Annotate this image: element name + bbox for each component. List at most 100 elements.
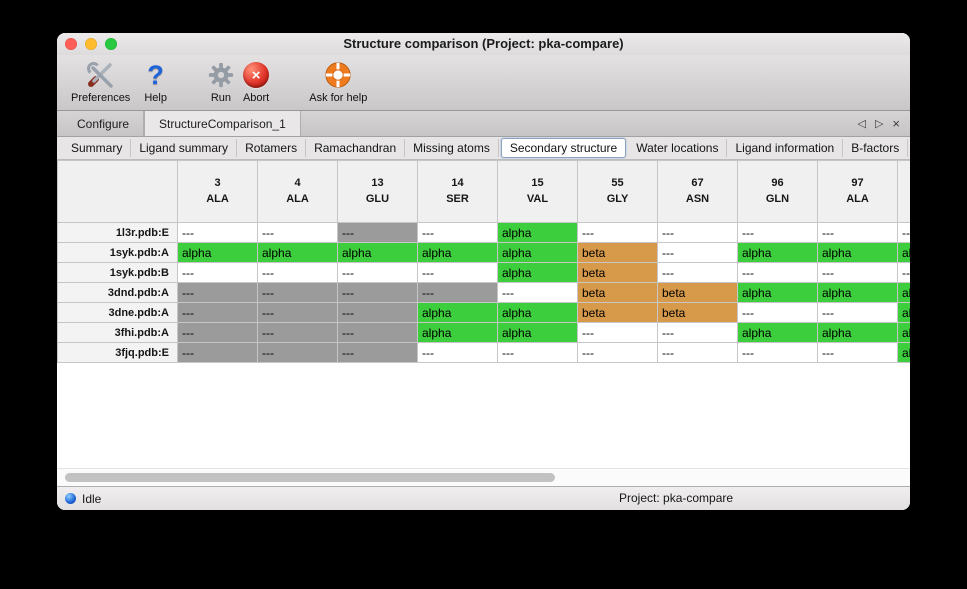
toolbar-run-button[interactable]: Run: [207, 60, 235, 104]
cell[interactable]: ---: [177, 342, 258, 363]
row-header[interactable]: 3dne.pdb:A: [57, 302, 178, 323]
cell[interactable]: ---: [417, 262, 498, 283]
cell[interactable]: ---: [657, 242, 738, 263]
cell[interactable]: ---: [657, 222, 738, 243]
view-tab-missing-atoms[interactable]: Missing atoms: [405, 139, 499, 157]
cell[interactable]: alpha: [897, 282, 910, 303]
cell[interactable]: ---: [737, 262, 818, 283]
view-tab-rotamers[interactable]: Rotamers: [237, 139, 307, 157]
cell[interactable]: alpha: [177, 242, 258, 263]
minimize-button[interactable]: [85, 38, 97, 50]
column-header[interactable]: 15 VAL: [497, 160, 578, 223]
toolbar-ask-for-help-button[interactable]: Ask for help: [309, 60, 367, 104]
column-header[interactable]: 55 GLY: [577, 160, 658, 223]
cell[interactable]: alpha: [497, 302, 578, 323]
cell[interactable]: ---: [497, 282, 578, 303]
cell[interactable]: ---: [737, 342, 818, 363]
view-tab-summary[interactable]: Summary: [63, 139, 132, 157]
view-tab-ramachandran[interactable]: Ramachandran: [306, 139, 406, 157]
doc-tab-close-button[interactable]: ×: [892, 116, 900, 131]
cell[interactable]: ---: [897, 262, 910, 283]
cell[interactable]: ---: [657, 262, 738, 283]
row-header[interactable]: 3fhi.pdb:A: [57, 322, 178, 343]
cell[interactable]: alpha: [417, 322, 498, 343]
view-tab-water-locations[interactable]: Water locations: [628, 139, 728, 157]
column-header[interactable]: 14 SER: [417, 160, 498, 223]
cell[interactable]: ---: [817, 342, 898, 363]
cell[interactable]: ---: [417, 282, 498, 303]
cell[interactable]: ---: [817, 262, 898, 283]
view-tab-ligand-summary[interactable]: Ligand summary: [131, 139, 238, 157]
cell[interactable]: alpha: [817, 242, 898, 263]
cell[interactable]: ---: [337, 342, 418, 363]
column-header[interactable]: 4 ALA: [257, 160, 338, 223]
cell[interactable]: beta: [577, 242, 658, 263]
cell[interactable]: beta: [657, 302, 738, 323]
row-header[interactable]: 1syk.pdb:B: [57, 262, 178, 283]
column-header[interactable]: 13 GLU: [337, 160, 418, 223]
horizontal-scrollbar[interactable]: [57, 468, 910, 486]
doc-tab-prev-button[interactable]: ◁: [857, 118, 866, 130]
view-tab-b-factors[interactable]: B-factors: [843, 139, 909, 157]
cell[interactable]: alpha: [737, 242, 818, 263]
cell[interactable]: ---: [337, 262, 418, 283]
cell[interactable]: alpha: [497, 262, 578, 283]
cell[interactable]: ---: [497, 342, 578, 363]
column-header[interactable]: 97 ALA: [817, 160, 898, 223]
cell[interactable]: beta: [577, 262, 658, 283]
cell[interactable]: ---: [257, 222, 338, 243]
view-tab-secondary-structure[interactable]: Secondary structure: [500, 138, 627, 158]
cell[interactable]: alpha: [417, 302, 498, 323]
cell[interactable]: alpha: [497, 242, 578, 263]
doc-tab-configure[interactable]: Configure: [63, 111, 145, 136]
cell[interactable]: alpha: [257, 242, 338, 263]
cell[interactable]: ---: [737, 302, 818, 323]
cell[interactable]: alpha: [737, 322, 818, 343]
cell[interactable]: alpha: [897, 302, 910, 323]
cell[interactable]: beta: [577, 302, 658, 323]
cell[interactable]: alpha: [737, 282, 818, 303]
cell[interactable]: ---: [177, 282, 258, 303]
cell[interactable]: alpha: [497, 222, 578, 243]
cell[interactable]: ---: [337, 222, 418, 243]
row-header[interactable]: 3dnd.pdb:A: [57, 282, 178, 303]
column-header[interactable]: 67 ASN: [657, 160, 738, 223]
cell[interactable]: ---: [417, 342, 498, 363]
cell[interactable]: alpha: [417, 242, 498, 263]
zoom-button[interactable]: [105, 38, 117, 50]
cell[interactable]: alpha: [337, 242, 418, 263]
view-tab-ligand-information[interactable]: Ligand information: [727, 139, 844, 157]
cell[interactable]: alpha: [817, 282, 898, 303]
scrollbar-thumb[interactable]: [65, 473, 555, 482]
cell[interactable]: ---: [177, 262, 258, 283]
cell[interactable]: alpha: [817, 322, 898, 343]
cell[interactable]: ---: [577, 222, 658, 243]
cell[interactable]: ---: [577, 342, 658, 363]
toolbar-help-button[interactable]: ? Help: [144, 60, 167, 104]
toolbar-abort-button[interactable]: × Abort: [243, 60, 269, 104]
cell[interactable]: ---: [577, 322, 658, 343]
cell[interactable]: beta: [657, 282, 738, 303]
cell[interactable]: alpha: [497, 322, 578, 343]
cell[interactable]: alpha: [897, 342, 910, 363]
cell[interactable]: ---: [257, 342, 338, 363]
cell[interactable]: ---: [257, 322, 338, 343]
cell[interactable]: alpha: [897, 322, 910, 343]
cell[interactable]: ---: [177, 302, 258, 323]
cell[interactable]: ---: [337, 302, 418, 323]
row-header[interactable]: 1l3r.pdb:E: [57, 222, 178, 243]
cell[interactable]: ---: [177, 222, 258, 243]
column-header[interactable]: [897, 160, 910, 223]
cell[interactable]: ---: [657, 322, 738, 343]
cell[interactable]: alpha: [897, 242, 910, 263]
toolbar-preferences-button[interactable]: Preferences: [71, 60, 130, 104]
cell[interactable]: ---: [417, 222, 498, 243]
cell[interactable]: ---: [337, 282, 418, 303]
cell[interactable]: ---: [177, 322, 258, 343]
cell[interactable]: ---: [737, 222, 818, 243]
close-button[interactable]: [65, 38, 77, 50]
row-header[interactable]: 3fjq.pdb:E: [57, 342, 178, 363]
row-header[interactable]: 1syk.pdb:A: [57, 242, 178, 263]
cell[interactable]: beta: [577, 282, 658, 303]
column-header[interactable]: 96 GLN: [737, 160, 818, 223]
